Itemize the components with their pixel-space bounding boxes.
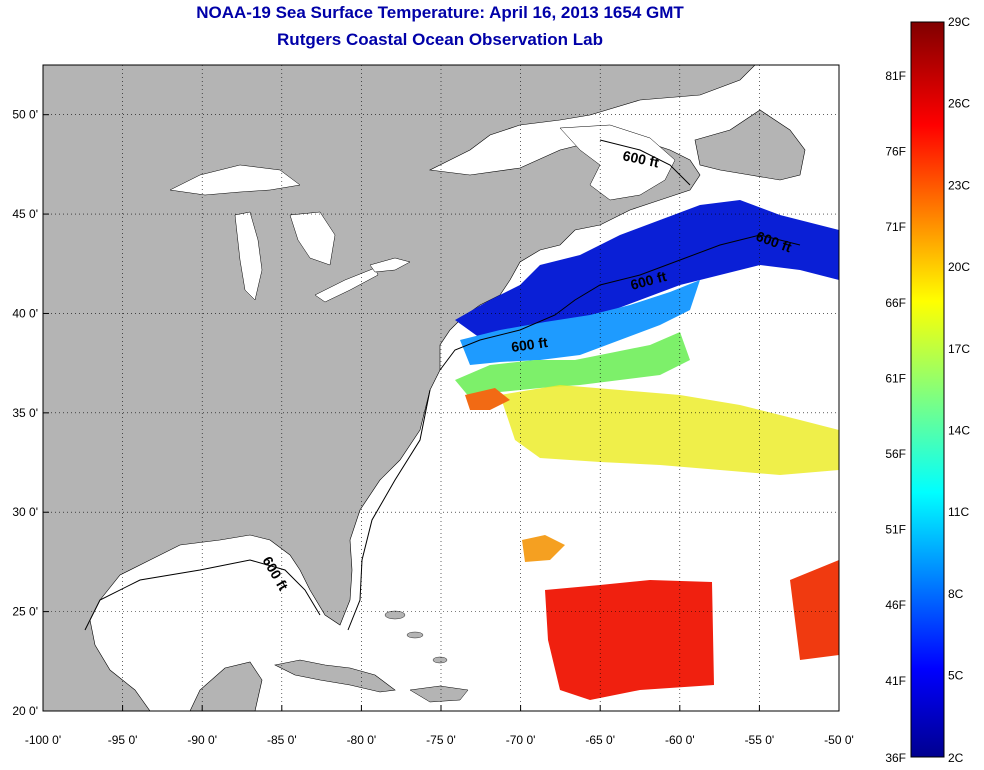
colorbar-celsius-label: 14C <box>948 424 970 438</box>
sst-green-band <box>455 332 690 398</box>
colorbar-fahrenheit-label: 46F <box>885 598 906 612</box>
map-grid <box>43 65 839 711</box>
colorbar-celsius-label: 26C <box>948 97 970 111</box>
colorbar-fahrenheit-label: 51F <box>885 523 906 537</box>
colorbar-celsius-label: 17C <box>948 342 970 356</box>
lat-tick-label: 50 0' <box>12 108 38 122</box>
lake-michigan <box>234 211 263 301</box>
colorbar-fahrenheit-label: 41F <box>885 674 906 688</box>
lat-tick-label: 35 0' <box>12 406 38 420</box>
lake-huron <box>289 211 336 266</box>
colorbar-fahrenheit-label: 61F <box>885 371 906 385</box>
lon-tick-label: -95 0' <box>108 733 138 747</box>
isobath-contour <box>439 234 801 371</box>
map-subtitle: Rutgers Coastal Ocean Observation Lab <box>277 30 603 49</box>
lat-tick-label: 25 0' <box>12 605 38 619</box>
colorbar-celsius-label: 29C <box>948 15 970 29</box>
map-title: NOAA-19 Sea Surface Temperature: April 1… <box>196 3 684 22</box>
lake-erie <box>314 267 379 303</box>
colorbar <box>910 21 945 758</box>
contour-label: 600 ft <box>510 334 549 355</box>
colorbar-labels: 81F 76F 71F 66F 61F 56F 51F 46F 41F 36F 29C 26C 23C 2… <box>885 15 970 765</box>
lon-tick-label: -90 0' <box>187 733 217 747</box>
gulf-st-lawrence <box>559 124 676 201</box>
sst-red-patch-east <box>790 560 839 660</box>
bahamas-island <box>406 631 424 639</box>
sst-cool-band <box>460 280 700 365</box>
isobath-contour <box>599 139 691 186</box>
lon-tick-label: -50 0' <box>824 733 854 747</box>
contour-label: 600 ft <box>621 147 660 170</box>
isobath-contour <box>347 389 431 631</box>
lon-tick-label: -55 0' <box>745 733 775 747</box>
sst-red-patch <box>545 580 714 700</box>
sst-orange-strip <box>465 388 510 410</box>
colorbar-fahrenheit-label: 76F <box>885 145 906 159</box>
lon-tick-label: -65 0' <box>585 733 615 747</box>
colorbar-celsius-label: 2C <box>948 751 964 765</box>
lon-tick-label: -85 0' <box>267 733 297 747</box>
lon-tick-label: -100 0' <box>25 733 61 747</box>
lake-superior <box>169 164 301 196</box>
bahamas-island <box>384 610 406 620</box>
colorbar-fahrenheit-label: 36F <box>885 751 906 765</box>
newfoundland-land <box>694 109 806 181</box>
bahamas-island <box>432 656 448 664</box>
sst-cold-band <box>455 200 839 338</box>
sst-yellow-patch <box>500 385 839 475</box>
isobath-contour <box>84 559 321 631</box>
lon-tick-label: -60 0' <box>665 733 695 747</box>
sst-orange-patch <box>522 535 565 562</box>
longitude-axis: -100 0' -95 0' -90 0' -85 0' -80 0' -75 0' -70… <box>25 705 854 747</box>
colorbar-celsius-label: 20C <box>948 260 970 274</box>
colorbar-celsius-label: 8C <box>948 587 964 601</box>
lat-tick-label: 30 0' <box>12 505 38 519</box>
colorbar-celsius-label: 23C <box>948 178 970 192</box>
colorbar-fahrenheit-label: 56F <box>885 447 906 461</box>
lat-tick-label: 20 0' <box>12 704 38 718</box>
lake-ontario <box>369 257 411 273</box>
lon-tick-label: -75 0' <box>426 733 456 747</box>
colorbar-fahrenheit-label: 71F <box>885 220 906 234</box>
yucatan-land <box>189 661 263 711</box>
lon-tick-label: -70 0' <box>506 733 536 747</box>
latitude-axis: 20 0' 25 0' 30 0' 35 0' 40 0' 45 0' 50 0' <box>12 108 49 718</box>
colorbar-fahrenheit-label: 81F <box>885 69 906 83</box>
colorbar-fahrenheit-label: 66F <box>885 296 906 310</box>
hispaniola-land <box>409 685 469 703</box>
cuba-land <box>274 659 396 693</box>
colorbar-celsius-label: 11C <box>948 505 969 519</box>
lat-tick-label: 40 0' <box>12 306 38 320</box>
colorbar-celsius-label: 5C <box>948 669 964 683</box>
lat-tick-label: 45 0' <box>12 207 38 221</box>
lon-tick-label: -80 0' <box>347 733 377 747</box>
